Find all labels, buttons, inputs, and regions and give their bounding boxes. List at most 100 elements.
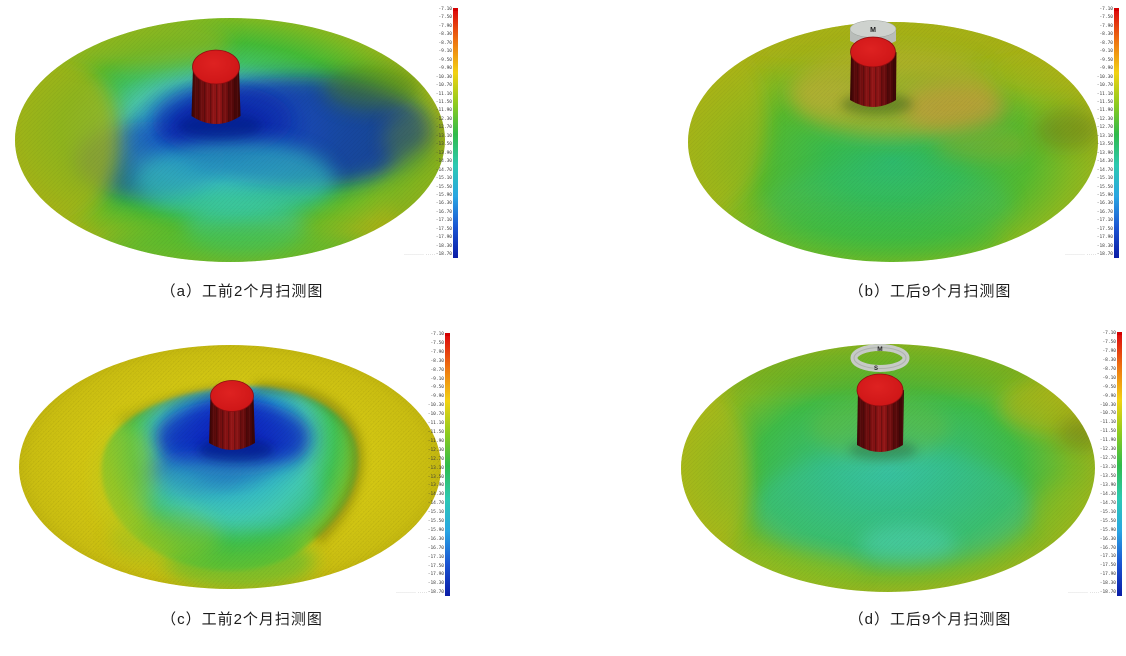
pile: [178, 49, 262, 139]
colorbar-tick-label: -8.70: [430, 367, 444, 373]
colorbar: -7.10 -7.50 -7.90 -8.30 -8.70 -9.10 -9.50 -9.90…: [396, 332, 450, 596]
colorbar-tick-label: -15.50: [1096, 184, 1113, 190]
colorbar-tick-label: -7.90: [1102, 348, 1116, 354]
colorbar-tick-label: -13.10: [1099, 465, 1116, 471]
colorbar-tick-label: -10.30: [427, 403, 444, 409]
colorbar-tick-label: -12.70: [435, 125, 452, 131]
colorbar-tick-label: -12.30: [1096, 116, 1113, 122]
colorbar-tick-label: -10.30: [1096, 74, 1113, 80]
seabed-scan-image-d: M S: [681, 344, 1095, 592]
scan-panel-d: M S -7.10 -7.50 -7.90 -8.30 -8.70 -9.10 -9.50-…: [563, 328, 1126, 656]
colorbar-tick-label: -18.30: [435, 243, 452, 249]
colorbar-tick-label: -11.10: [435, 91, 452, 97]
colorbar-tick-label: -15.10: [427, 510, 444, 516]
colorbar-tick-label: -15.10: [1096, 176, 1113, 182]
colorbar-tick-label: -13.90: [427, 483, 444, 489]
colorbar-tick-label: -17.50: [427, 563, 444, 569]
colorbar-tick-label: -12.70: [1096, 125, 1113, 131]
colorbar-tick-label: -18.70: [435, 252, 452, 258]
colorbar-tick-label: -15.10: [1099, 509, 1116, 515]
seabed-scan-image-c: [19, 345, 441, 589]
colorbar-tick-label: -7.10: [438, 7, 452, 12]
colorbar-tick-label: -8.30: [1102, 357, 1116, 363]
colorbar-tick-label: -10.70: [1099, 411, 1116, 417]
colorbar-tick-label: -16.30: [435, 201, 452, 207]
colorbar-tick-label: -16.70: [427, 545, 444, 551]
colorbar-gradient: [445, 333, 450, 596]
scan-panel-a: -7.10 -7.50 -7.90 -8.30 -8.70 -9.10 -9.50 -9.90…: [0, 0, 563, 328]
colorbar-tick-label: -13.10: [435, 133, 452, 139]
colorbar: -7.10 -7.50 -7.90 -8.30 -8.70 -9.10 -9.50 -9.90…: [1065, 7, 1119, 258]
terrain-disk: [681, 344, 1095, 592]
terrain-disk: [19, 345, 441, 589]
colorbar-tick-label: -16.30: [427, 536, 444, 542]
colorbar-tick-label: -16.30: [1096, 201, 1113, 207]
colorbar-tick-label: -12.30: [435, 116, 452, 122]
colorbar-tick-label: -11.50: [1099, 429, 1116, 435]
colorbar-tick-label: -11.10: [427, 421, 444, 427]
colorbar-tick-label: -17.10: [1096, 218, 1113, 224]
colorbar-tick-label: -13.50: [1096, 142, 1113, 148]
colorbar-tick-label: -14.70: [1096, 167, 1113, 173]
pile-top: [856, 373, 904, 407]
colorbar-tick-label: -7.50: [430, 340, 444, 346]
colorbar-tick-label: -10.30: [1099, 402, 1116, 408]
colorbar-tick-label: -9.50: [430, 385, 444, 391]
colorbar-tick-label: -9.10: [430, 376, 444, 382]
panel-caption-b: （b）工后9个月扫测图: [848, 283, 1012, 300]
colorbar-tick-label: -17.50: [1096, 226, 1113, 232]
colorbar-tick-label: -15.90: [427, 527, 444, 533]
colorbar-ticks: -7.10 -7.50 -7.90 -8.30 -8.70 -9.10 -9.50 -9.90…: [427, 332, 445, 596]
floating-ring: M S: [850, 344, 910, 372]
colorbar-gradient: [453, 8, 458, 258]
colorbar-gradient: [1114, 8, 1119, 258]
colorbar-tick-label: -17.10: [435, 218, 452, 224]
pile-top: [210, 380, 254, 412]
colorbar-tick-label: -12.30: [1099, 447, 1116, 453]
colorbar-tick-label: -8.70: [1102, 366, 1116, 372]
colorbar-tick-label: -7.90: [1099, 23, 1113, 29]
colorbar-tick-label: -15.90: [1099, 527, 1116, 533]
colorbar-tick-label: -17.90: [435, 235, 452, 241]
panel-caption-a: （a）工前2个月扫测图: [160, 283, 324, 300]
colorbar: -7.10 -7.50 -7.90 -8.30 -8.70 -9.10 -9.50 -9.90…: [404, 7, 458, 258]
pile-top: [850, 36, 896, 68]
scan-panel-b: M -7.10 -7.50 -7.90 -8.30 -8.70 -9.10 -9.50 -9.…: [563, 0, 1126, 328]
colorbar-tick-label: -8.30: [438, 32, 452, 38]
colorbar: -7.10 -7.50 -7.90 -8.30 -8.70 -9.10 -9.50 -9.90…: [1068, 331, 1122, 596]
seabed-scan-image-a: [15, 18, 445, 262]
colorbar-tick-label: -13.10: [1096, 133, 1113, 139]
colorbar-tick-label: -12.70: [427, 456, 444, 462]
colorbar-ticks: -7.10 -7.50 -7.90 -8.30 -8.70 -9.10 -9.50 -9.90…: [1096, 7, 1114, 258]
colorbar-ticks: -7.10 -7.50 -7.90 -8.30 -8.70 -9.10 -9.50 -9.90…: [1099, 331, 1117, 596]
colorbar-tick-label: -11.90: [1096, 108, 1113, 114]
colorbar-tick-label: -15.90: [435, 192, 452, 198]
colorbar-tick-label: -11.90: [427, 438, 444, 444]
pile-cap-label: M: [870, 27, 876, 34]
colorbar-tick-label: -18.30: [1096, 243, 1113, 249]
colorbar-gradient: [1117, 332, 1122, 596]
colorbar-tick-label: -13.90: [1099, 482, 1116, 488]
colorbar-tick-label: -14.30: [1096, 159, 1113, 165]
colorbar-tick-label: -15.50: [427, 519, 444, 525]
panel-caption-c: （c）工前2个月扫测图: [161, 611, 323, 628]
scan-panel-c: -7.10 -7.50 -7.90 -8.30 -8.70 -9.10 -9.50 -9.90…: [0, 328, 563, 656]
colorbar-tick-label: -9.90: [1102, 393, 1116, 399]
colorbar-tick-label: -16.70: [435, 209, 452, 215]
colorbar-tick-label: -11.50: [435, 99, 452, 105]
colorbar-tick-label: -17.90: [1099, 572, 1116, 578]
colorbar-tick-label: -17.50: [435, 226, 452, 232]
colorbar-tick-label: -16.30: [1099, 536, 1116, 542]
colorbar-tick-label: -11.50: [427, 429, 444, 435]
colorbar-tick-label: -18.30: [427, 581, 444, 587]
colorbar-tick-label: -13.90: [1096, 150, 1113, 156]
colorbar-tick-label: -13.50: [427, 474, 444, 480]
colorbar-tick-label: -11.90: [1099, 438, 1116, 444]
colorbar-tick-label: -17.50: [1099, 563, 1116, 569]
colorbar-tick-label: -7.10: [1102, 331, 1116, 336]
colorbar-tick-label: -7.90: [438, 23, 452, 29]
colorbar-tick-label: -17.10: [1099, 554, 1116, 560]
colorbar-tick-label: -8.70: [438, 40, 452, 46]
colorbar-tick-label: -9.50: [438, 57, 452, 63]
